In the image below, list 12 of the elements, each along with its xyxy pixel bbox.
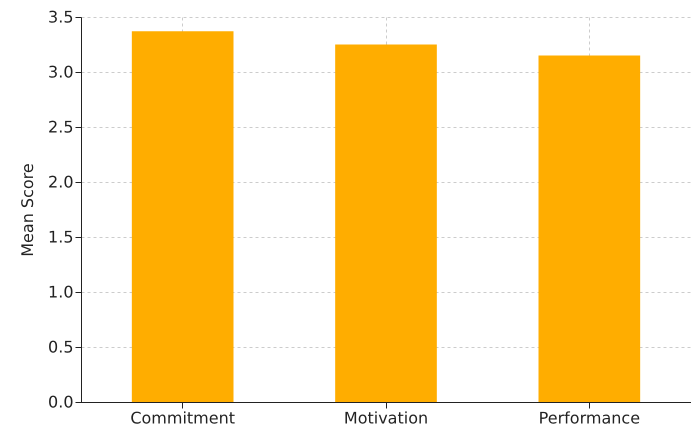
- y-tick-label: 1.5: [48, 228, 74, 246]
- y-tick-label: 1.0: [48, 282, 74, 302]
- y-axis-title: Mean Score: [18, 163, 38, 257]
- y-tick-label: 2.5: [48, 118, 74, 136]
- x-tick-label: Performance: [538, 408, 640, 428]
- y-tick-label: 2.0: [48, 172, 74, 192]
- y-tick-label: 3.5: [48, 8, 74, 26]
- y-tick-label: 3.0: [48, 62, 74, 82]
- x-tick-label: Commitment: [130, 408, 236, 428]
- y-tick-label: 0.5: [48, 338, 74, 356]
- x-tick-label: Motivation: [344, 408, 428, 428]
- y-tick-label: 0.0: [48, 392, 74, 412]
